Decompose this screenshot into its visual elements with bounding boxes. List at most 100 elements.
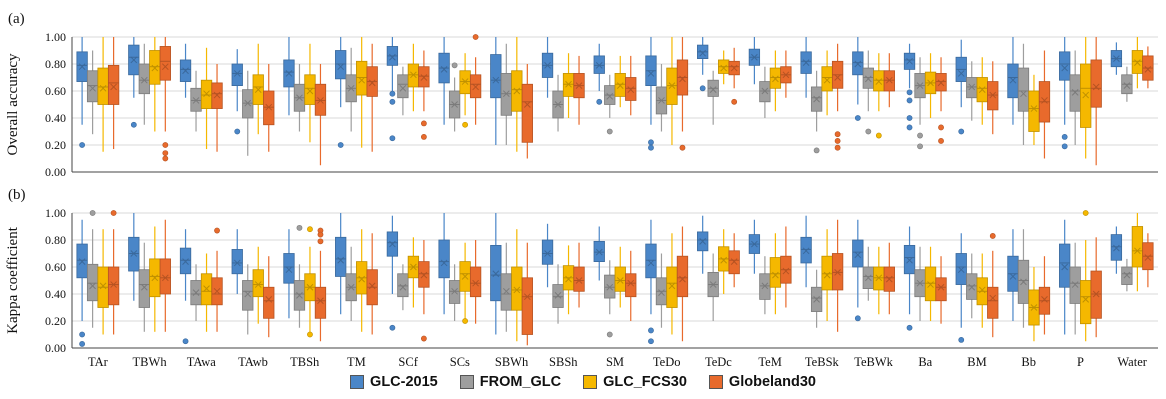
mean-marker bbox=[627, 279, 635, 287]
category-label: TeBWk bbox=[854, 355, 893, 369]
box-globeland30 bbox=[211, 64, 223, 152]
box-body bbox=[1131, 226, 1144, 268]
box-body bbox=[107, 64, 120, 105]
box-from-glc bbox=[242, 70, 254, 156]
outlier-point bbox=[389, 324, 396, 331]
box-from-glc bbox=[862, 246, 874, 301]
y-tick-label: 0.40 bbox=[45, 287, 66, 301]
mean-marker bbox=[730, 258, 738, 265]
box-from-glc bbox=[345, 246, 357, 321]
mean-marker bbox=[616, 277, 624, 284]
box-from-glc bbox=[759, 256, 771, 315]
category-label: TeBSk bbox=[805, 355, 840, 369]
legend-item-from-glc: FROM_GLC bbox=[459, 374, 561, 390]
box-globeland30 bbox=[883, 242, 895, 315]
mean-marker bbox=[161, 274, 169, 282]
mean-marker bbox=[203, 285, 210, 292]
box-glc-2015 bbox=[697, 215, 709, 274]
box-body bbox=[335, 50, 347, 80]
mean-marker bbox=[565, 275, 572, 283]
mean-marker bbox=[595, 61, 603, 69]
outlier-point bbox=[182, 338, 189, 345]
y-tick-label: 0.80 bbox=[45, 57, 66, 71]
category-label: SCs bbox=[450, 355, 470, 369]
box-glc-fcs30 bbox=[97, 37, 109, 152]
y-tick-label: 0.00 bbox=[45, 341, 66, 355]
box-globeland30 bbox=[883, 53, 895, 108]
box-body bbox=[573, 266, 585, 292]
mean-marker bbox=[575, 82, 583, 89]
y-tick-label: 0.20 bbox=[45, 314, 66, 328]
box-from-glc bbox=[397, 264, 409, 311]
mean-marker bbox=[699, 49, 707, 57]
mean-marker bbox=[699, 237, 707, 245]
box-globeland30 bbox=[469, 240, 482, 324]
outlier-point bbox=[958, 336, 965, 343]
outlier-point bbox=[906, 89, 913, 96]
box-glc-2015 bbox=[800, 215, 812, 288]
mean-marker bbox=[213, 287, 221, 295]
box-from-glc bbox=[500, 43, 512, 145]
box-globeland30 bbox=[935, 57, 947, 144]
legend-swatch-glc-2015 bbox=[350, 375, 365, 389]
box-body bbox=[1090, 59, 1102, 108]
box-body bbox=[1017, 67, 1030, 112]
outlier-point bbox=[420, 120, 427, 127]
mean-marker bbox=[978, 86, 986, 94]
mean-marker bbox=[358, 275, 366, 283]
box-glc-2015 bbox=[541, 37, 554, 98]
mean-marker bbox=[213, 91, 221, 99]
mean-marker bbox=[679, 275, 686, 283]
mean-marker bbox=[730, 64, 738, 72]
box-glc-2015 bbox=[852, 37, 864, 121]
mean-marker bbox=[317, 297, 324, 305]
outlier-point bbox=[906, 115, 913, 121]
outlier-point bbox=[989, 233, 996, 239]
outlier-point bbox=[389, 135, 396, 142]
box-body bbox=[614, 266, 626, 292]
category-label: TAwa bbox=[187, 355, 217, 369]
category-label: TM bbox=[347, 355, 366, 369]
box-glc-2015 bbox=[800, 37, 812, 98]
box-glc-2015 bbox=[697, 37, 709, 92]
box-globeland30 bbox=[935, 256, 947, 324]
box-globeland30 bbox=[831, 43, 844, 151]
box-glc-2015 bbox=[283, 229, 295, 319]
mean-marker bbox=[296, 291, 303, 299]
box-globeland30 bbox=[676, 226, 689, 342]
box-glc-fcs30 bbox=[924, 246, 937, 321]
box-glc-2015 bbox=[128, 37, 140, 128]
mean-marker bbox=[461, 273, 469, 280]
outlier-point bbox=[906, 324, 913, 331]
mean-marker bbox=[1041, 296, 1048, 303]
box-glc-2015 bbox=[593, 43, 605, 105]
legend-label-globeland30: Globeland30 bbox=[728, 374, 816, 390]
box-from-glc bbox=[190, 70, 202, 132]
mean-marker bbox=[751, 240, 758, 248]
mean-marker bbox=[1020, 278, 1027, 286]
box-glc-fcs30 bbox=[511, 37, 523, 152]
mean-marker bbox=[265, 103, 273, 111]
box-glc-2015 bbox=[179, 229, 192, 345]
box-body bbox=[1028, 90, 1040, 132]
box-body bbox=[438, 239, 450, 279]
box-glc-fcs30 bbox=[304, 226, 316, 338]
box-globeland30 bbox=[107, 37, 120, 150]
mean-marker bbox=[720, 256, 728, 264]
outlier-point bbox=[938, 138, 944, 144]
mean-marker bbox=[420, 271, 428, 279]
mean-marker bbox=[854, 251, 862, 259]
outlier-point bbox=[938, 124, 944, 131]
outlier-point bbox=[596, 98, 603, 105]
box-body bbox=[511, 266, 523, 311]
box-glc-2015 bbox=[852, 219, 864, 322]
mean-marker bbox=[782, 71, 790, 79]
outlier-point bbox=[214, 227, 220, 234]
box-glc-2015 bbox=[1110, 226, 1123, 274]
box-glc-2015 bbox=[231, 49, 243, 135]
outlier-point bbox=[110, 210, 117, 216]
mean-marker bbox=[647, 70, 655, 77]
outlier-point bbox=[648, 338, 654, 345]
box-glc-2015 bbox=[283, 37, 295, 116]
outlier-point bbox=[317, 238, 324, 245]
